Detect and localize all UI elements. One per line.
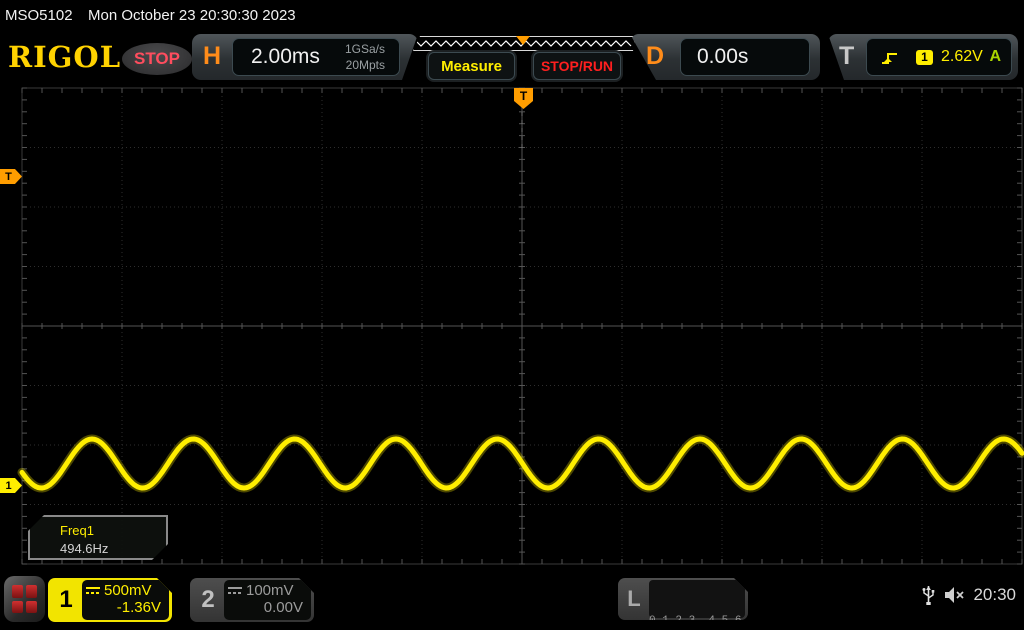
system-tray: 20:30 <box>922 584 1016 606</box>
channel2-scale: 100mV <box>246 582 294 599</box>
trigger-menu[interactable]: T 1 2.62V A <box>828 34 1018 80</box>
acquisition-info: 1GSa/s 20Mpts <box>345 41 385 73</box>
horizontal-menu[interactable]: H 2.00ms 1GSa/s 20Mpts <box>192 34 418 80</box>
sound-muted-icon[interactable] <box>943 586 965 604</box>
delay-menu[interactable]: D 0.00s <box>630 34 820 80</box>
dc-coupling-icon <box>228 587 242 594</box>
trigger-slope-icon <box>882 52 897 64</box>
bottom-status-bar: 1 500mV -1.36V 2 100mV 0.00V L <box>0 572 1024 630</box>
trigger-level-marker[interactable]: T <box>0 169 22 184</box>
measurement-value: 494.6Hz <box>60 541 109 556</box>
measure-button[interactable]: Measure <box>428 52 515 80</box>
usb-icon <box>922 586 935 605</box>
channel1-offset: -1.36V <box>116 599 161 616</box>
stop-run-button[interactable]: STOP/RUN <box>533 52 621 80</box>
trigger-panel[interactable]: 1 2.62V A <box>866 38 1012 76</box>
channel1-panel: 500mV -1.36V <box>82 580 169 620</box>
model-name: MSO5102 <box>5 7 73 24</box>
measurement-box[interactable]: Freq1 494.6Hz <box>28 515 168 560</box>
horizontal-label: H <box>203 42 222 70</box>
logic-channels-status[interactable]: L 0 1 2 3 4 5 6 7 8 9 1011 12131415 <box>618 578 748 620</box>
delay-label: D <box>646 42 665 70</box>
channel1-scale: 500mV <box>104 582 152 599</box>
horizontal-panel[interactable]: 2.00ms 1GSa/s 20Mpts <box>232 38 400 76</box>
channel2-number: 2 <box>201 586 215 613</box>
channel1-number: 1 <box>59 586 73 613</box>
clock-text: 20:30 <box>973 585 1016 604</box>
trigger-mode: A <box>989 48 1001 65</box>
channel2-offset: 0.00V <box>263 599 303 616</box>
app-menu-button[interactable] <box>4 576 45 622</box>
memory-depth: 20Mpts <box>345 58 385 72</box>
delay-panel[interactable]: 0.00s <box>680 38 810 76</box>
measurement-name: Freq1 <box>60 523 94 538</box>
channel1-status[interactable]: 1 500mV -1.36V <box>48 578 172 622</box>
trigger-level-value: 2.62V <box>941 48 983 65</box>
trigger-label: T <box>839 42 855 70</box>
sample-rate: 1GSa/s <box>344 42 385 56</box>
logic-row1: 0 1 2 3 4 5 6 7 <box>649 615 755 627</box>
trigger-position-marker[interactable]: T <box>514 88 533 109</box>
trigger-source-badge: 1 <box>916 49 933 65</box>
logic-channel-list: 0 1 2 3 4 5 6 7 8 9 1011 12131415 <box>649 580 745 618</box>
rigol-logo: RIGOL <box>8 40 122 74</box>
run-state-badge: STOP <box>122 43 192 75</box>
delay-value: 0.00s <box>697 45 749 68</box>
dc-coupling-icon <box>86 587 100 594</box>
graticule-and-waveform <box>17 87 1024 565</box>
channel1-ground-marker[interactable]: 1 <box>0 478 22 493</box>
header-bar: RIGOL STOP H 2.00ms 1GSa/s 20Mpts Measur… <box>0 28 1024 86</box>
app-grid-icon <box>12 585 37 613</box>
channel2-status[interactable]: 2 100mV 0.00V <box>190 578 314 622</box>
datetime-text: Mon October 23 20:30:30 2023 <box>88 7 296 24</box>
overview-position-icon[interactable] <box>516 36 530 45</box>
timebase-value: 2.00ms <box>251 45 320 68</box>
channel2-panel: 100mV 0.00V <box>224 580 311 620</box>
logic-label: L <box>627 586 641 611</box>
top-info-bar: MSO5102 Mon October 23 20:30:30 2023 <box>0 0 1024 28</box>
